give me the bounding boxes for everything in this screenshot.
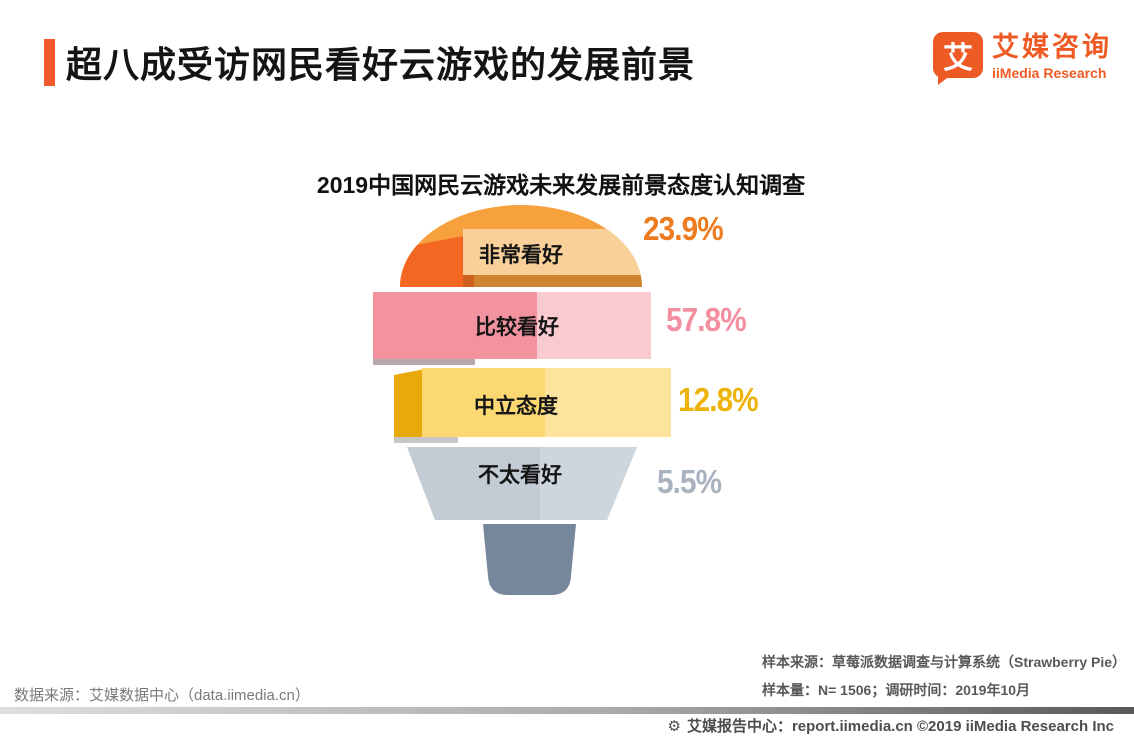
chart-title: 2019中国网民云游戏未来发展前景态度认知调查 <box>316 172 806 198</box>
segment-label: 不太看好 <box>478 464 562 487</box>
segment-neutral-light-part <box>545 368 671 437</box>
sample-source-note: 样本来源：草莓派数据调查与计算系统（Strawberry Pie） <box>762 654 1127 670</box>
segment-value: 57.8% <box>666 301 747 338</box>
lightbulb-funnel-chart: 非常看好 比较看好 中立态度 不太看好 23.9% 57.8% 12.8% 5.… <box>300 198 770 618</box>
title-accent-bar <box>44 39 55 86</box>
brand-name-cn: 艾媒咨询 <box>992 32 1112 62</box>
segment-neutral-fold <box>394 368 430 437</box>
lightbulb-funnel-svg <box>373 205 671 595</box>
segment-value: 12.8% <box>678 381 759 418</box>
segment-fairly-optimistic-light-part <box>537 292 651 359</box>
bulb-base-shape <box>483 524 576 595</box>
brand-logo-text: 艾媒咨询 iiMedia Research <box>992 32 1112 81</box>
segment-value: 5.5% <box>657 463 722 500</box>
segment-label: 非常看好 <box>479 244 563 267</box>
gear-icon: ⚙ <box>667 717 681 735</box>
segment-very-optimistic-label-strip <box>463 229 642 275</box>
brand-logo: 艾 艾媒咨询 iiMedia Research <box>933 32 1112 85</box>
footer-divider-bar <box>0 707 1134 714</box>
segment-neutral-shadow <box>394 437 458 443</box>
footer-text: 艾媒报告中心：report.iimedia.cn ©2019 iiMedia R… <box>686 718 1114 735</box>
segment-label: 中立态度 <box>474 395 558 418</box>
brand-name-en: iiMedia Research <box>992 65 1107 81</box>
segment-very-optimistic-highlight <box>400 234 474 287</box>
sample-notes: 样本来源：草莓派数据调查与计算系统（Strawberry Pie） 样本量：N=… <box>762 648 1126 704</box>
segment-very-optimistic-details <box>400 229 642 287</box>
footer: ⚙ 艾媒报告中心：report.iimedia.cn ©2019 iiMedia… <box>668 715 1114 736</box>
segment-very-optimistic-shadow <box>463 275 642 287</box>
brand-logo-glyph: 艾 <box>943 42 973 75</box>
segment-label: 比较看好 <box>475 316 559 339</box>
sample-size-note: 样本量：N= 1506；调研时间：2019年10月 <box>762 682 1031 698</box>
brand-logo-icon: 艾 <box>933 32 983 85</box>
segment-value: 23.9% <box>643 210 724 247</box>
data-source-note: 数据来源：艾媒数据中心（data.iimedia.cn） <box>14 687 310 704</box>
segment-fairly-optimistic-shadow <box>373 359 475 365</box>
page-title: 超八成受访网民看好云游戏的发展前景 <box>66 44 696 85</box>
segment-not-optimistic-light-part <box>540 447 637 520</box>
